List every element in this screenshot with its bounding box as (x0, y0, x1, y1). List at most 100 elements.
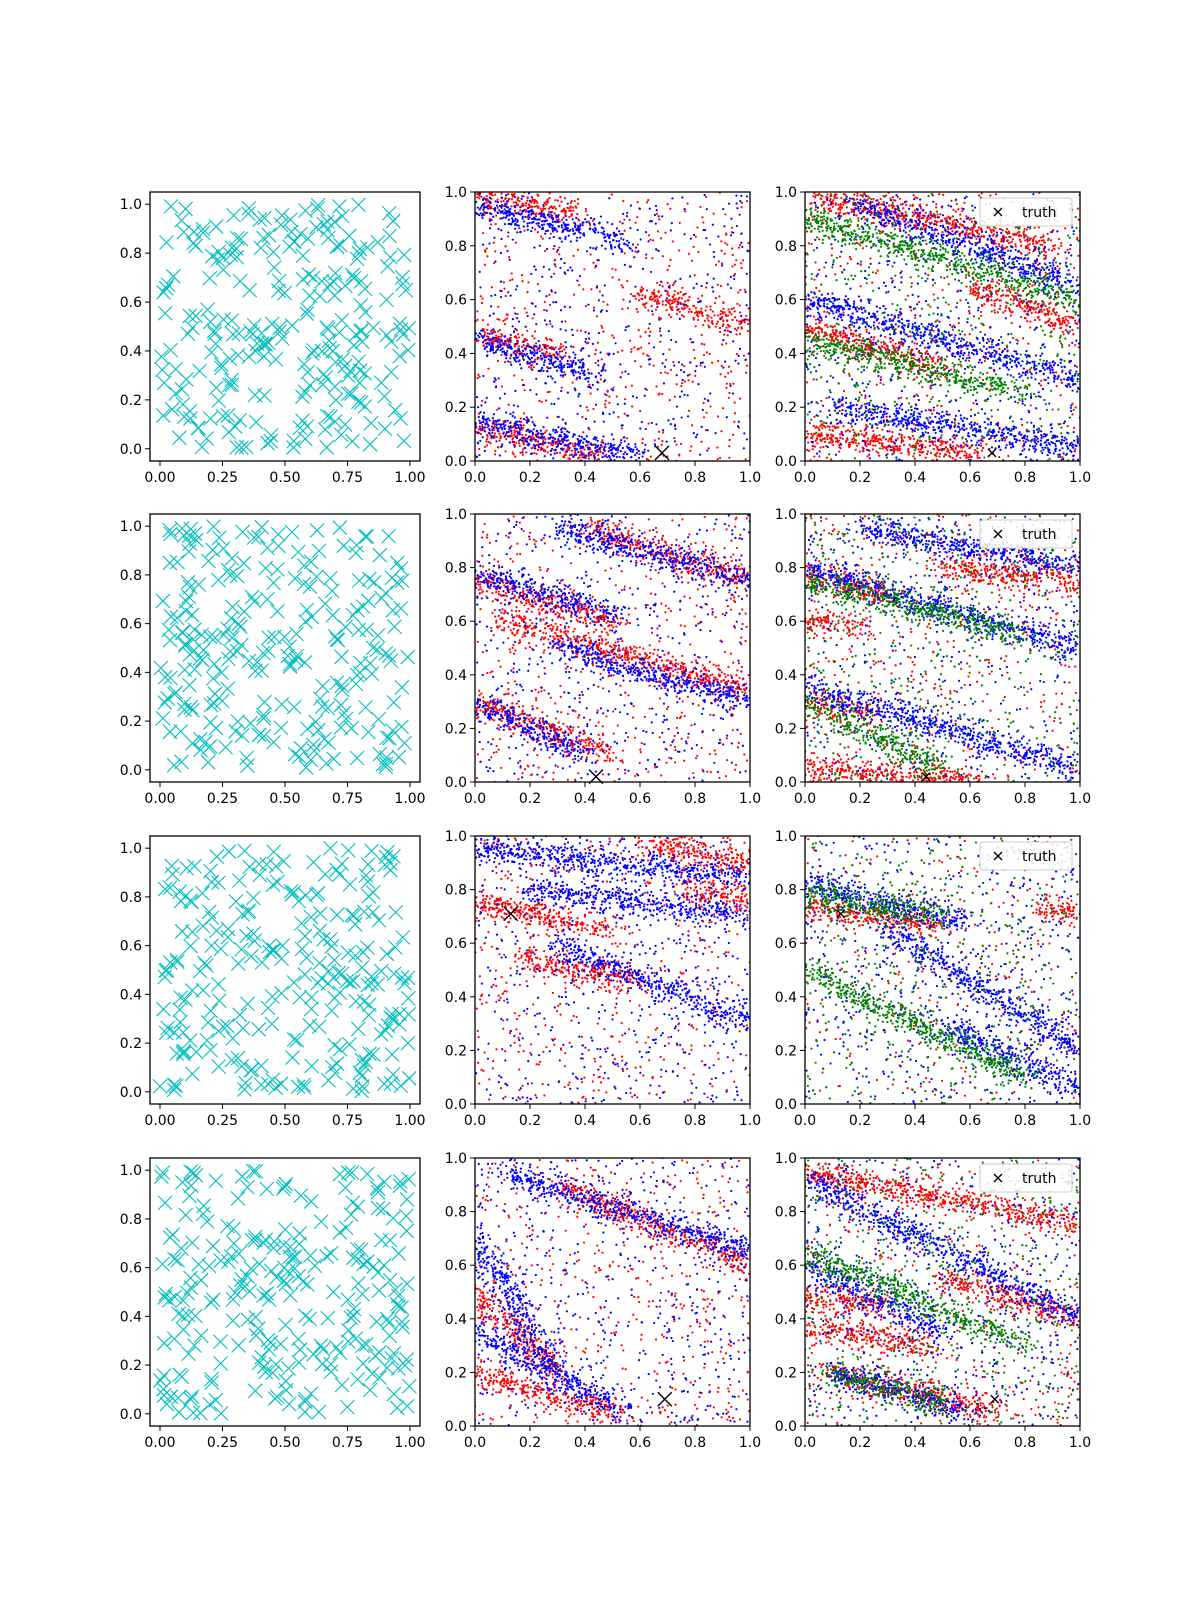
data-point (594, 229, 597, 232)
data-point (913, 457, 916, 460)
data-point (488, 429, 491, 432)
data-point (300, 231, 316, 246)
data-point (926, 216, 929, 220)
series-dots (475, 192, 750, 461)
data-point (702, 401, 705, 405)
data-point (959, 223, 962, 226)
data-point (904, 211, 907, 214)
data-point (1055, 371, 1058, 374)
data-point (713, 314, 716, 317)
data-point (581, 456, 584, 459)
data-point (563, 371, 566, 374)
data-point (1028, 248, 1031, 251)
data-point (599, 446, 602, 449)
data-point (242, 282, 258, 298)
data-point (595, 246, 598, 249)
data-point (951, 220, 955, 223)
data-point (576, 202, 580, 205)
data-point (896, 195, 899, 199)
data-point (512, 436, 515, 440)
data-point (933, 340, 936, 343)
data-point (671, 308, 674, 311)
data-point (533, 205, 536, 208)
data-point (502, 199, 505, 203)
data-point (579, 223, 582, 226)
data-point (744, 290, 747, 294)
data-point (849, 333, 853, 336)
data-point (530, 367, 533, 370)
data-point (578, 365, 581, 369)
data-point (520, 345, 524, 348)
data-point (485, 247, 488, 250)
data-point (265, 244, 281, 260)
data-point (704, 309, 707, 312)
data-point (551, 377, 554, 380)
data-point (531, 435, 534, 438)
data-point (637, 299, 641, 302)
data-point (692, 304, 695, 308)
data-point (619, 376, 622, 379)
data-point (512, 443, 515, 446)
data-point (982, 235, 986, 238)
data-point (505, 357, 508, 360)
data-point (582, 441, 585, 444)
data-point (690, 445, 693, 448)
data-point (896, 447, 899, 450)
data-point (823, 354, 826, 358)
data-point (574, 353, 577, 356)
data-point (838, 331, 841, 335)
data-point (379, 292, 394, 308)
data-point (539, 369, 542, 373)
data-point (522, 225, 525, 228)
data-point (511, 451, 514, 454)
data-point (566, 202, 569, 205)
data-point (916, 442, 920, 445)
data-point (343, 386, 359, 402)
data-point (745, 371, 748, 374)
data-point (518, 227, 521, 230)
data-point (481, 399, 484, 402)
data-point (1025, 234, 1028, 237)
data-point (584, 304, 588, 308)
data-point (622, 212, 625, 216)
data-point (528, 199, 531, 202)
data-point (592, 309, 596, 312)
data-point (655, 248, 658, 251)
data-point (535, 430, 538, 433)
data-point (478, 332, 481, 335)
data-point (553, 205, 556, 208)
data-point (593, 231, 597, 234)
data-point (550, 214, 554, 217)
data-point (511, 318, 514, 321)
data-point (906, 449, 910, 452)
data-point (1011, 336, 1015, 340)
data-point (593, 436, 597, 439)
data-point (641, 267, 645, 270)
data-point (713, 255, 716, 258)
data-point (900, 452, 903, 455)
data-point (599, 374, 602, 377)
data-point (552, 457, 555, 460)
data-point (823, 437, 826, 440)
data-point (571, 333, 574, 337)
data-point (706, 317, 709, 320)
data-point (563, 433, 566, 436)
data-point (849, 258, 853, 261)
data-point (652, 346, 656, 349)
data-point (536, 356, 539, 359)
data-point (865, 330, 868, 333)
data-point (546, 375, 550, 378)
data-point (528, 210, 531, 213)
data-point (1003, 238, 1006, 241)
data-point (537, 224, 540, 227)
data-point (960, 450, 964, 453)
data-point (636, 201, 639, 204)
data-point (615, 239, 618, 243)
data-point (693, 274, 696, 277)
data-point (1033, 318, 1037, 322)
data-point (864, 355, 867, 358)
data-point (558, 366, 561, 369)
data-point (656, 281, 659, 284)
data-point (700, 440, 703, 443)
data-point (514, 288, 518, 291)
